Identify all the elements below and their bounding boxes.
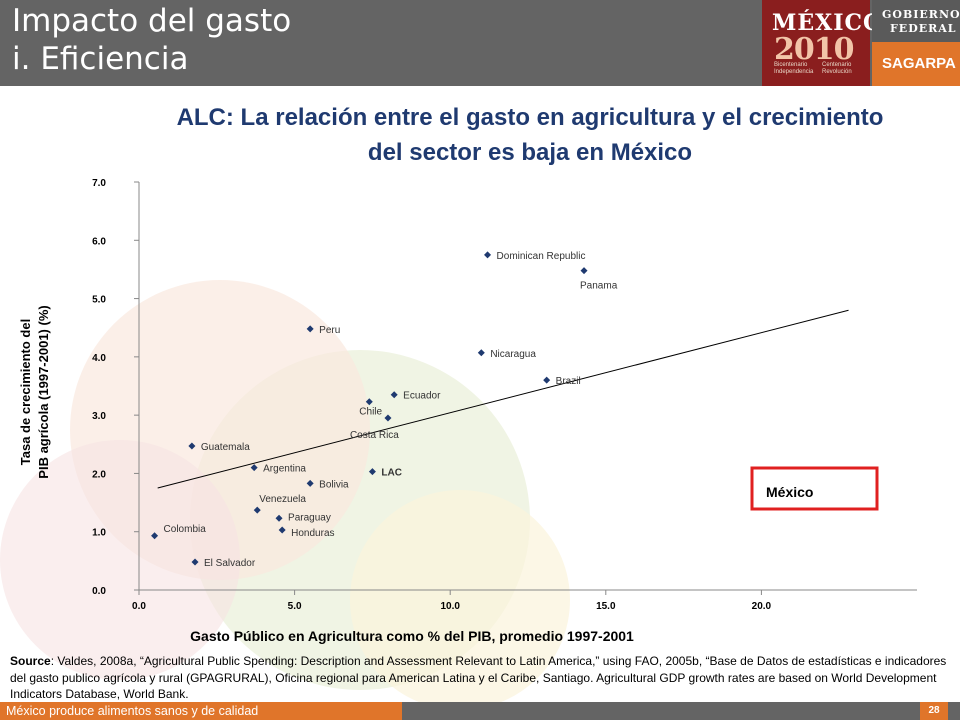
source-text: : Valdes, 2008a, “Agricultural Public Sp… [10,654,947,701]
mexico-highlight-box [750,466,879,511]
point-brazil [543,376,551,384]
point-label-guatemala: Guatemala [201,442,250,453]
point-peru [306,325,314,333]
y-tick-label: 3.0 [92,411,106,422]
point-colombia [151,532,159,540]
y-tick-label: 7.0 [92,178,106,189]
y-tick-label: 5.0 [92,295,106,306]
logo-gob-line1: GOBIERNO [882,8,960,21]
logo-mexico-year: 2010 [774,32,854,67]
mexico-2010-logo: MÉXICO 2010 Bicentenario Independencia C… [762,0,882,86]
slide-title: Impacto del gasto i. Eficiencia [12,2,291,78]
point-label-nicaragua: Nicaragua [490,349,536,360]
point-lac [368,468,376,476]
point-panama [580,267,588,275]
point-label-paraguay: Paraguay [288,512,331,523]
y-tick-label: 1.0 [92,528,106,539]
slide-title-line1: Impacto del gasto [12,3,292,39]
point-argentina [250,464,258,472]
point-label-dominican-republic: Dominican Republic [497,251,586,262]
point-bolivia [306,479,314,487]
point-ecuador [390,391,398,399]
point-label-brazil: Brazil [556,376,581,387]
x-tick-label: 20.0 [752,601,772,612]
y-tick-label: 2.0 [92,469,106,480]
point-label-peru: Peru [319,325,340,336]
point-venezuela [253,506,261,514]
y-tick-label: 0.0 [92,586,106,597]
deco-circle-yellow [350,490,570,710]
point-label-colombia: Colombia [164,524,207,535]
point-honduras [278,526,286,534]
point-label-mexico: México [766,484,813,500]
y-tick-label: 6.0 [92,236,106,247]
x-tick-label: 0.0 [132,601,146,612]
footer-slogan: México produce alimentos sanos y de cali… [0,702,402,720]
x-axis-label: Gasto Público en Agricultura como % del … [190,628,634,644]
point-nicaragua [477,349,485,357]
page-number: 28 [920,702,948,720]
y-axis-label-line1: Tasa de crecimiento del [18,319,33,465]
chart-title: ALC: La relación entre el gasto en agric… [176,104,884,166]
logo-gob-line2: FEDERAL [890,22,957,35]
point-label-lac: LAC [381,468,402,479]
point-guatemala [188,442,196,450]
point-chile [365,398,373,406]
point-label-bolivia: Bolivia [319,479,349,490]
point-label-costa-rica: Costa Rica [350,430,399,441]
point-label-chile: Chile [359,407,382,418]
slide-title-line2: i. Eficiencia [12,41,189,77]
logo-sub-right: Centenario Revolución [822,62,852,75]
y-tick-label: 4.0 [92,353,106,364]
logo-mexico-word: MÉXICO [772,10,884,36]
logo-sub-left: Bicentenario Independencia [774,62,814,75]
point-el-salvador [191,558,199,566]
x-tick-label: 5.0 [288,601,302,612]
point-label-el-salvador: El Salvador [204,558,256,569]
point-label-honduras: Honduras [291,528,334,539]
x-tick-label: 15.0 [596,601,616,612]
logo-sagarpa-text: SAGARPA [882,55,956,72]
point-label-ecuador: Ecuador [403,391,441,402]
point-dominican-republic [484,251,492,259]
source-label: Source [10,654,51,668]
sagarpa-logo: SAGARPA [872,42,960,86]
point-paraguay [275,514,283,522]
deco-circle-pink [0,440,240,680]
source-note: Source: Valdes, 2008a, “Agricultural Pub… [10,653,950,703]
gobierno-federal-logo: GOBIERNO FEDERAL [872,0,960,42]
x-tick-label: 10.0 [440,601,460,612]
point-costa-rica [384,414,392,422]
point-label-venezuela: Venezuela [259,494,306,505]
trend-line [157,309,849,489]
point-label-panama: Panama [580,281,618,292]
y-axis-label-line2: PIB agrícola (1997-2001) (%) [36,305,51,478]
point-label-argentina: Argentina [263,464,306,475]
